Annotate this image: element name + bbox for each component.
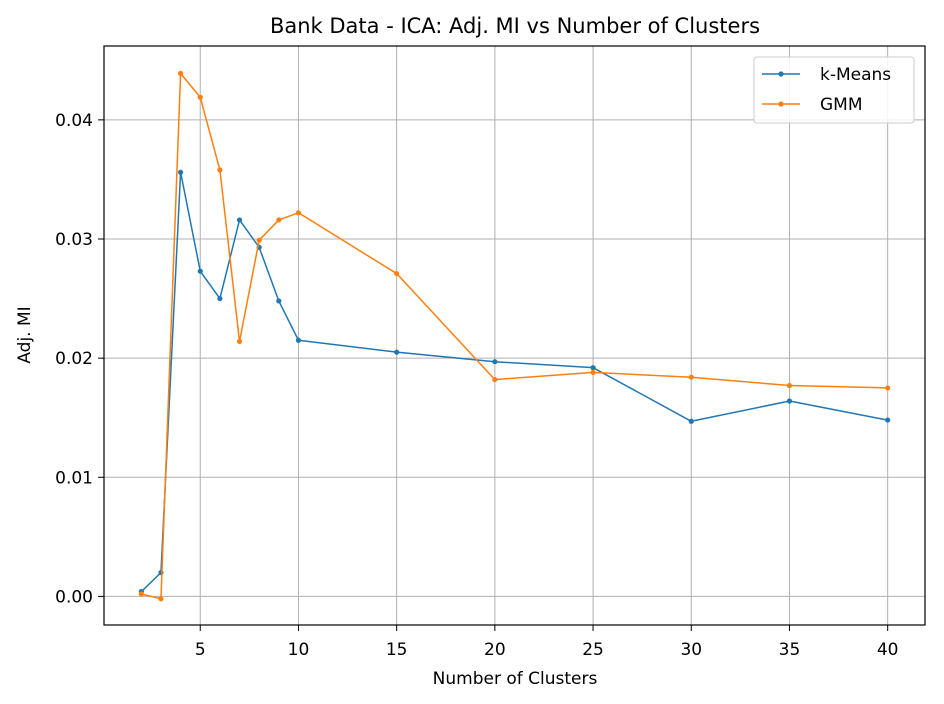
x-tick-label: 20 — [484, 640, 506, 660]
data-point — [394, 270, 400, 277]
legend-marker-k-means — [778, 71, 784, 77]
y-axis: 0.00 0.01 0.02 0.03 0.04 — [55, 111, 104, 607]
legend: k-Means GMM — [753, 56, 915, 124]
data-point — [256, 237, 262, 243]
data-point — [590, 365, 596, 371]
x-tick-label: 30 — [680, 640, 702, 660]
data-point — [394, 349, 400, 355]
x-tick-label: 10 — [288, 640, 310, 660]
data-point — [217, 295, 223, 302]
data-point — [590, 369, 596, 376]
data-point — [158, 596, 164, 602]
legend-marker-gmm — [778, 101, 784, 107]
x-tick-label: 35 — [779, 640, 801, 660]
data-point — [492, 359, 498, 365]
series-layer — [138, 70, 891, 602]
series-k-means — [138, 169, 891, 595]
x-axis-label: Number of Clusters — [433, 669, 598, 689]
data-point — [295, 337, 302, 343]
legend-label-gmm: GMM — [820, 95, 863, 115]
data-point — [217, 167, 223, 173]
plot-frame — [103, 45, 926, 626]
data-point — [276, 217, 282, 223]
data-point — [178, 70, 184, 77]
y-tick-label: 0.02 — [55, 349, 93, 369]
data-point — [158, 569, 164, 576]
data-point — [178, 169, 184, 175]
data-point — [688, 374, 694, 380]
y-axis-label: Adj. MI — [15, 306, 35, 363]
data-point — [236, 217, 243, 223]
x-tick-label: 5 — [195, 640, 206, 660]
data-point — [492, 376, 498, 383]
x-tick-label: 40 — [877, 640, 899, 660]
data-point — [688, 418, 694, 424]
x-tick-label: 25 — [582, 640, 604, 660]
x-tick-label: 15 — [386, 640, 408, 660]
x-axis: 5 10 15 20 25 30 35 40 — [195, 625, 899, 660]
y-tick-label: 0.00 — [55, 587, 93, 607]
data-point — [197, 94, 203, 100]
data-point — [295, 210, 302, 216]
y-tick-label: 0.01 — [55, 468, 93, 488]
data-point — [197, 268, 203, 274]
series-gmm — [138, 70, 891, 602]
data-point — [885, 417, 891, 423]
data-point — [236, 338, 243, 345]
data-point — [138, 591, 144, 597]
y-tick-label: 0.03 — [55, 230, 93, 250]
data-point — [786, 382, 793, 389]
data-point — [276, 298, 282, 304]
y-tick-label: 0.04 — [55, 111, 93, 131]
chart-title: Bank Data - ICA: Adj. MI vs Number of Cl… — [270, 14, 760, 38]
data-point — [885, 385, 891, 391]
data-point — [786, 398, 793, 404]
legend-label-k-means: k-Means — [820, 65, 891, 85]
grid — [104, 46, 925, 625]
